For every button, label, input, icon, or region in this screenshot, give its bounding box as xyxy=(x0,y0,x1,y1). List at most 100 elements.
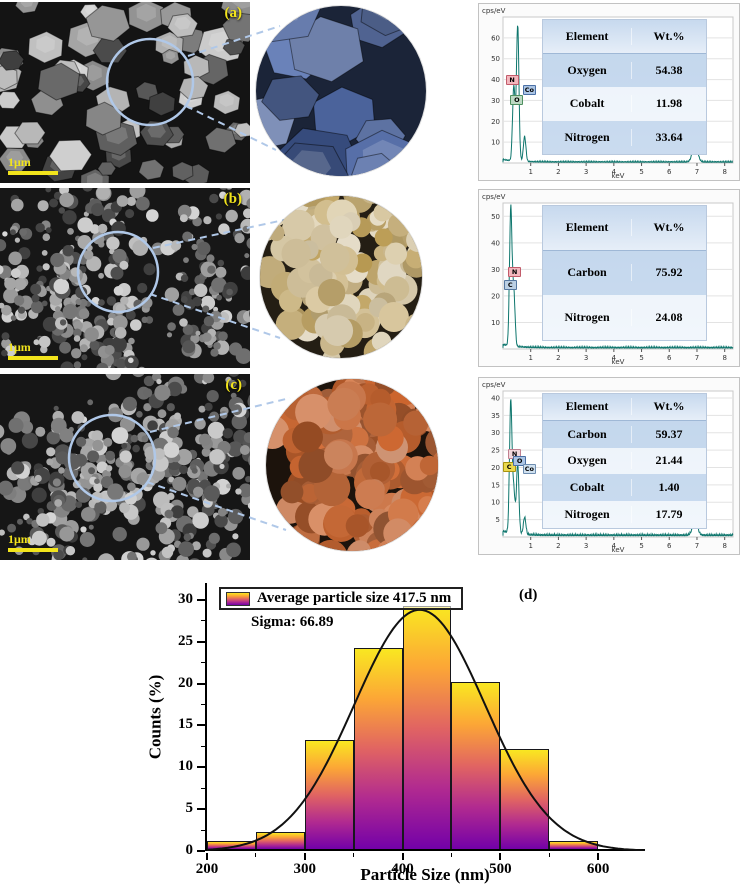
y-tick-label: 20 xyxy=(178,674,193,691)
svg-text:cps/eV: cps/eV xyxy=(482,7,506,15)
svg-text:6: 6 xyxy=(667,168,672,176)
svg-text:1: 1 xyxy=(528,354,532,362)
histogram-bar xyxy=(549,840,599,849)
element-marker: C xyxy=(502,462,516,473)
svg-text:8: 8 xyxy=(722,354,726,362)
eds-table-cell: 59.37 xyxy=(655,426,683,441)
y-tick-label: 30 xyxy=(178,590,193,607)
eds-table-row: Nitrogen 17.79 xyxy=(542,501,706,528)
element-marker: Co xyxy=(522,85,536,95)
svg-text:7: 7 xyxy=(695,354,699,362)
svg-text:keV: keV xyxy=(612,546,625,554)
panel-c: (c) 1μm 5 10 15 20 25 30 35 40 1 2 3 4 5 6 7 8 cps/eV keV… xyxy=(0,372,741,562)
scale-bar-a: 1μm xyxy=(8,156,58,175)
eds-table-row: Cobalt 1.40 xyxy=(542,474,706,502)
eds-spectrum-b: 10 20 30 40 50 1 2 3 4 5 6 7 8 cps/eV keV N C Element Wt.%… xyxy=(478,189,740,367)
element-marker: O xyxy=(510,95,524,106)
eds-table-cell: Cobalt xyxy=(543,95,633,113)
eds-table-row: Nitrogen 24.08 xyxy=(542,295,706,340)
legend: Average particle size 417.5 nm xyxy=(219,587,464,610)
scale-bar-label-c: 1μm xyxy=(8,532,31,546)
svg-text:7: 7 xyxy=(695,542,699,550)
svg-text:4: 4 xyxy=(612,542,617,550)
y-tick xyxy=(197,724,205,727)
eds-header-cell: Wt.% xyxy=(653,220,685,235)
svg-text:cps/eV: cps/eV xyxy=(482,381,506,389)
eds-table-cell: 24.08 xyxy=(655,310,683,325)
legend-label: Average particle size 417.5 nm xyxy=(257,590,452,606)
panel-label-b: (b) xyxy=(223,191,242,207)
svg-text:5: 5 xyxy=(639,168,643,176)
scale-bar-line-c xyxy=(8,548,58,552)
y-tick xyxy=(197,682,205,685)
y-tick-label: 0 xyxy=(185,842,194,858)
svg-text:40: 40 xyxy=(491,76,500,84)
eds-table-header: Element Wt.% xyxy=(542,20,706,54)
svg-text:20: 20 xyxy=(491,464,500,472)
element-marker: O xyxy=(513,455,527,466)
sem-image-a: (a) 1μm xyxy=(0,2,250,183)
eds-table-row: Oxygen 21.44 xyxy=(542,447,706,475)
panel-b: (b) 1μm 10 20 30 40 50 1 2 3 4 5 6 7 8 cps/eV keV N C Ele… xyxy=(0,186,741,370)
zoom-circle-annotation-b xyxy=(76,230,160,314)
scale-bar-b: 1μm xyxy=(8,341,58,360)
y-tick-label: 25 xyxy=(178,632,193,649)
zoom-inset-b xyxy=(260,196,422,358)
svg-text:6: 6 xyxy=(667,354,672,362)
element-marker: C xyxy=(503,280,517,291)
eds-header-cell: Wt.% xyxy=(653,28,685,43)
inset-texture-b xyxy=(260,196,422,358)
eds-table-header: Element Wt.% xyxy=(542,206,706,251)
eds-header-cell: Element xyxy=(543,398,633,416)
y-tick xyxy=(197,766,205,769)
y-minor-tick xyxy=(201,703,205,705)
svg-text:30: 30 xyxy=(491,266,500,274)
histogram-plot: Average particle size 417.5 nm Sigma: 66… xyxy=(178,583,646,877)
svg-text:8: 8 xyxy=(722,542,726,550)
x-tick xyxy=(206,853,208,860)
eds-table-row: Oxygen 54.38 xyxy=(542,53,706,87)
sem-image-b: (b) 1μm xyxy=(0,188,250,368)
x-tick xyxy=(597,853,600,860)
scale-bar-line-b xyxy=(8,356,58,360)
panel-label-d: (d) xyxy=(519,587,538,603)
svg-text:10: 10 xyxy=(491,319,500,327)
svg-text:40: 40 xyxy=(491,239,500,247)
x-minor-tick xyxy=(548,853,550,857)
zoom-circle-annotation-c xyxy=(67,413,157,503)
svg-text:20: 20 xyxy=(491,118,500,126)
x-axis-title: Particle Size (nm) xyxy=(360,865,490,884)
svg-text:50: 50 xyxy=(491,213,500,221)
eds-table-cell: Nitrogen xyxy=(543,309,633,327)
y-minor-tick xyxy=(201,829,205,831)
histogram-bar xyxy=(402,606,452,849)
eds-table-cell: 17.79 xyxy=(655,507,683,522)
scale-bar-line-a xyxy=(8,171,58,175)
legend-swatch xyxy=(226,591,250,606)
eds-table-cell: Carbon xyxy=(543,425,633,443)
y-tick-label: 5 xyxy=(185,800,194,817)
sem-texture-b xyxy=(0,188,250,368)
eds-table-cell: 11.98 xyxy=(655,96,683,111)
svg-text:keV: keV xyxy=(612,358,625,366)
sem-image-c: (c) 1μm xyxy=(0,374,250,560)
scale-bar-label-b: 1μm xyxy=(8,340,31,354)
zoom-inset-c xyxy=(266,379,438,551)
svg-text:7: 7 xyxy=(695,168,699,176)
x-tick-label: 300 xyxy=(293,861,317,877)
x-tick xyxy=(303,853,306,860)
y-minor-tick xyxy=(201,620,205,622)
y-tick xyxy=(197,808,205,811)
eds-table-cell: 54.38 xyxy=(655,62,683,77)
x-tick xyxy=(499,853,502,860)
histogram-bar xyxy=(207,840,256,849)
svg-text:20: 20 xyxy=(491,292,500,300)
y-minor-tick xyxy=(201,787,205,789)
svg-text:2: 2 xyxy=(556,168,560,176)
svg-text:6: 6 xyxy=(667,542,672,550)
svg-text:1: 1 xyxy=(528,542,532,550)
eds-table: Element Wt.% Carbon 75.92 Nitrogen 24.08 xyxy=(541,205,707,341)
y-minor-tick xyxy=(201,662,205,664)
eds-spectrum-a: 10203040506012345678cps/eVkeVNCoOCoEleme… xyxy=(478,3,740,181)
svg-text:keV: keV xyxy=(612,172,625,180)
